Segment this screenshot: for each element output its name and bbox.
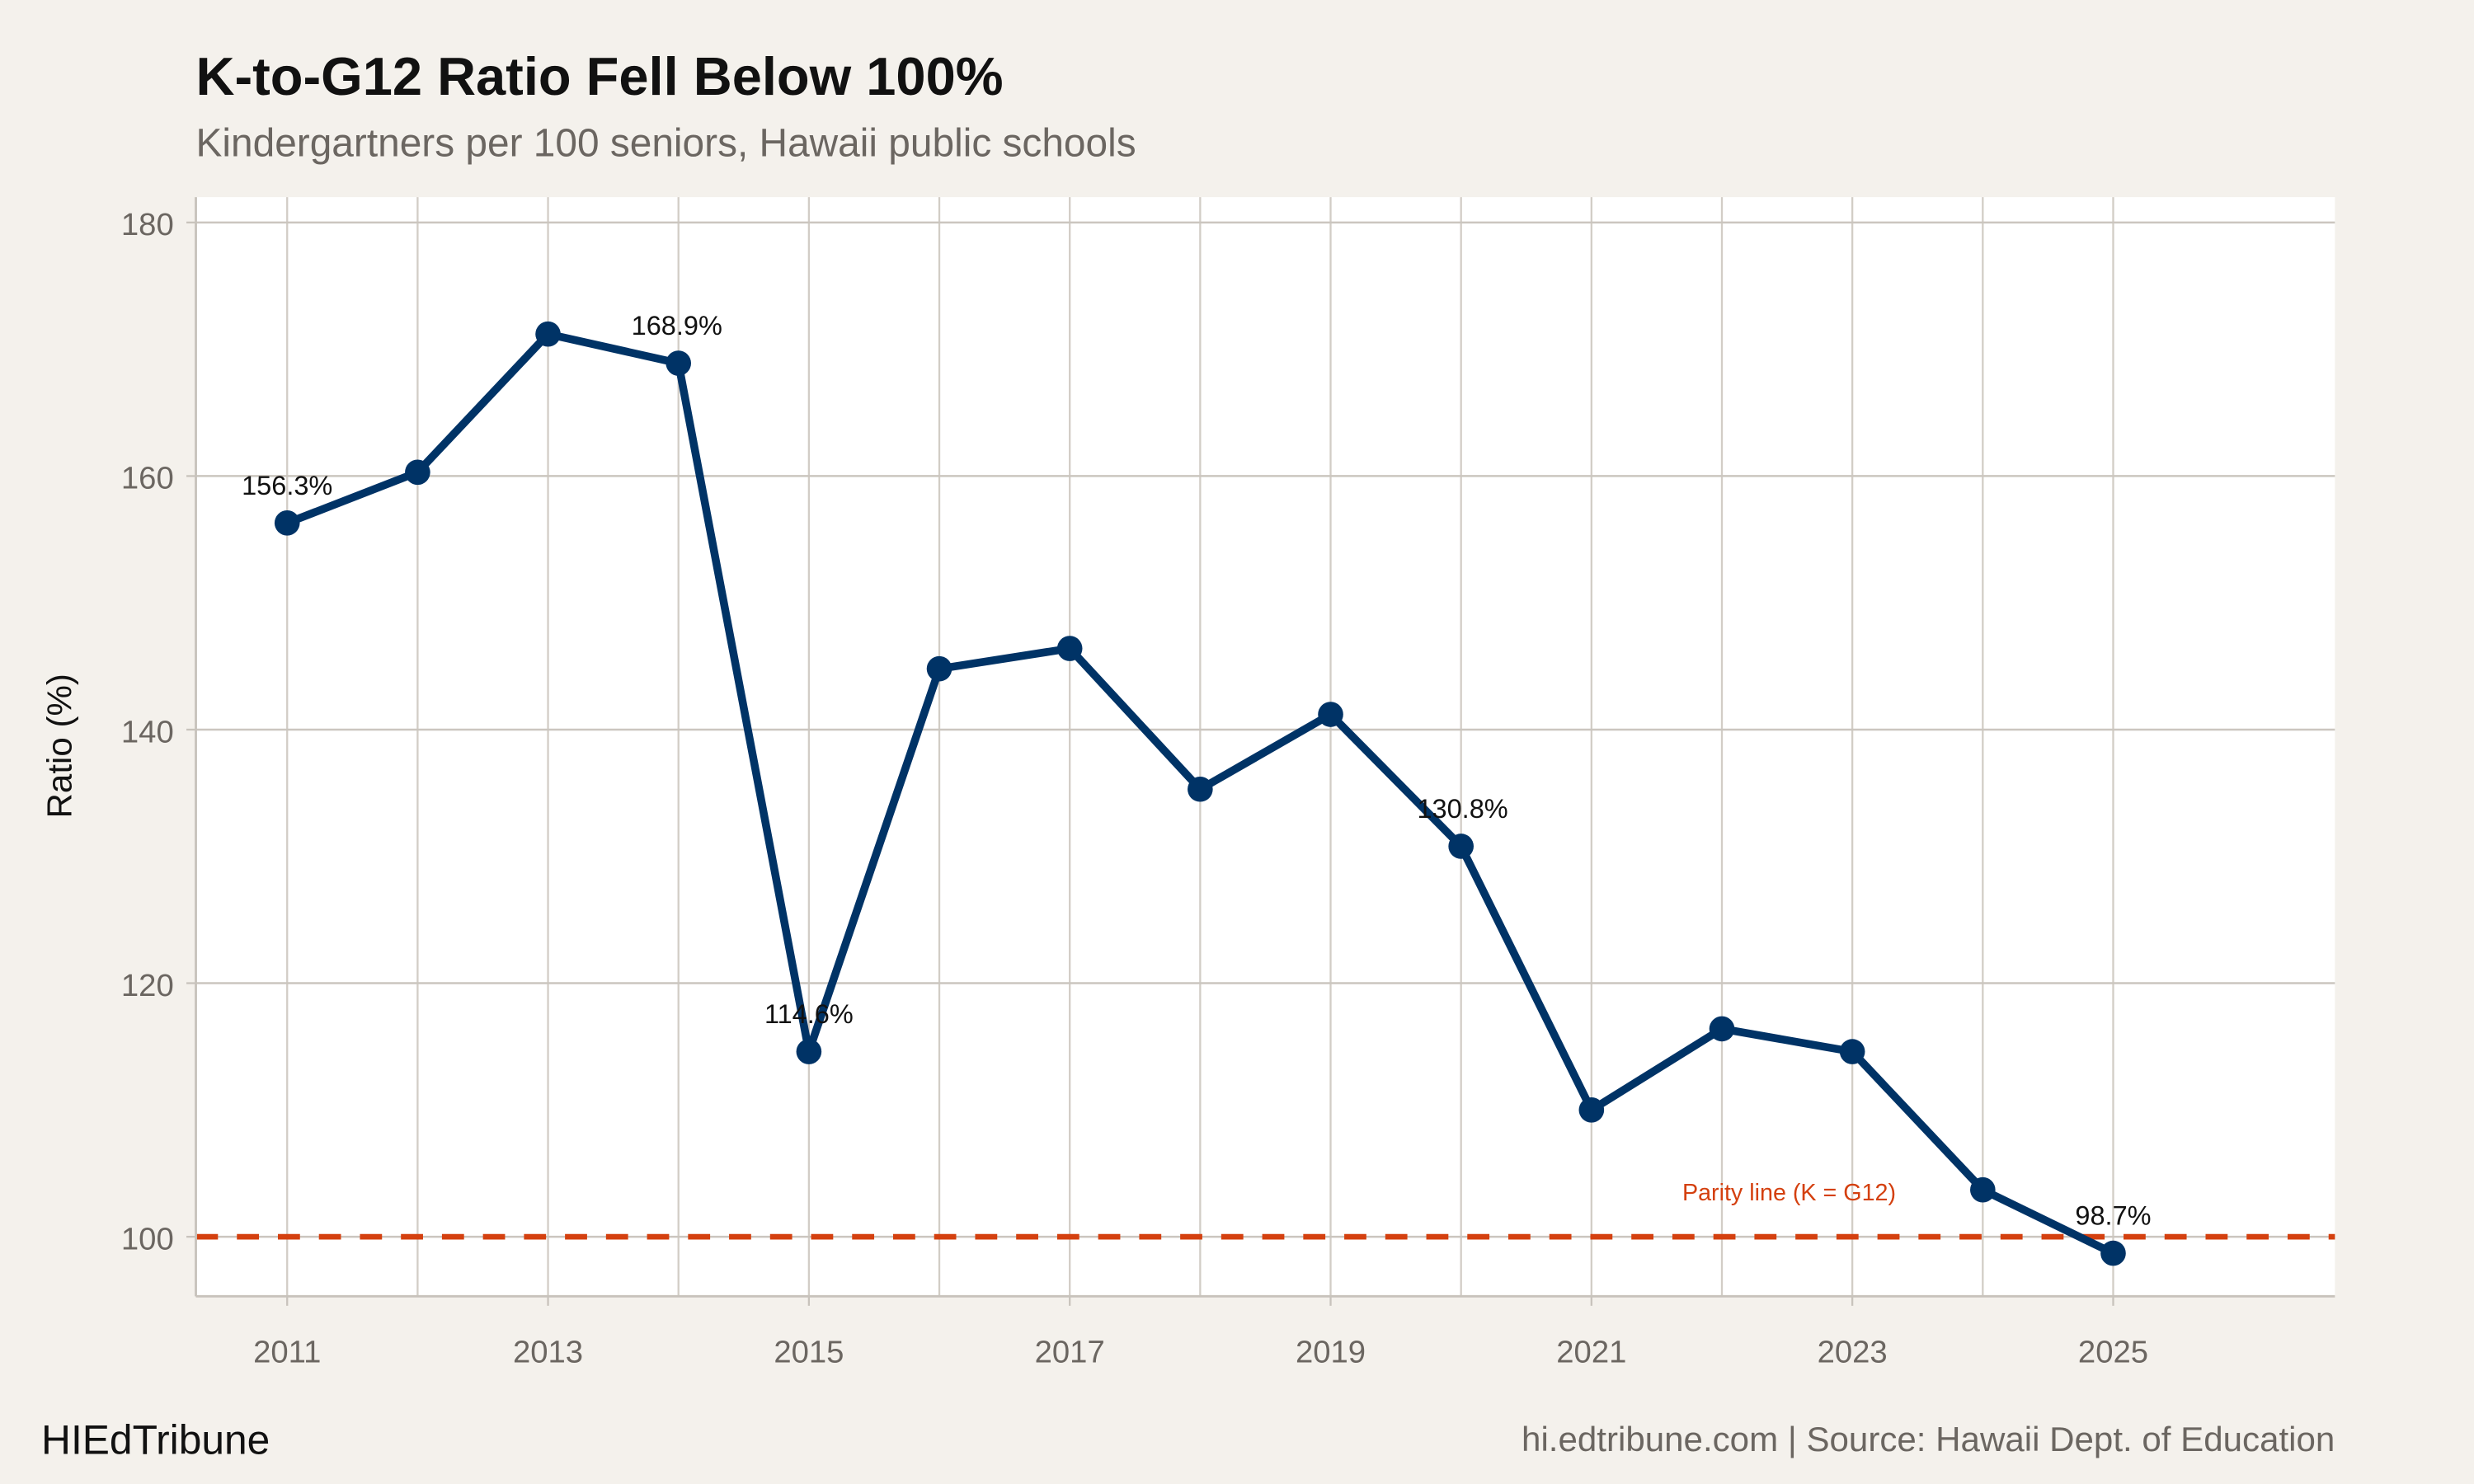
data-point — [274, 510, 300, 536]
chart-subtitle: Kindergartners per 100 seniors, Hawaii p… — [196, 121, 1136, 165]
data-point — [1056, 636, 1083, 661]
x-tick-label: 2015 — [774, 1335, 844, 1370]
data-point — [535, 321, 561, 347]
parity-line-label: Parity line (K = G12) — [1682, 1180, 1896, 1206]
x-tick-label: 2019 — [1296, 1335, 1366, 1370]
data-point — [405, 459, 430, 486]
x-tick-label: 2025 — [2078, 1335, 2148, 1370]
data-point — [1839, 1039, 1865, 1064]
x-tick-label: 2017 — [1035, 1335, 1105, 1370]
data-point — [666, 350, 692, 376]
data-label: 98.7% — [2075, 1201, 2151, 1231]
y-axis-label: Ratio (%) — [40, 674, 78, 818]
x-tick-label: 2023 — [1818, 1335, 1888, 1370]
source-caption: hi.edtribune.com | Source: Hawaii Dept. … — [1522, 1420, 2335, 1458]
data-label: 156.3% — [242, 471, 332, 500]
series — [274, 321, 2126, 1266]
reference-line-group: Parity line (K = G12) — [195, 1180, 2335, 1240]
brand-logo-text: HIEdTribune — [41, 1417, 270, 1463]
y-tick-label: 140 — [121, 714, 174, 749]
data-label: 168.9% — [632, 311, 722, 340]
data-labels: 156.3% 168.9% 114.6% 130.8% 98.7% — [242, 311, 2151, 1231]
y-tick-label: 100 — [121, 1221, 174, 1256]
data-point — [1318, 702, 1343, 727]
data-point — [926, 655, 952, 682]
data-point — [1970, 1176, 1996, 1203]
y-tick-label: 120 — [121, 968, 174, 1003]
data-point — [2100, 1240, 2126, 1266]
data-point — [1448, 834, 1474, 859]
data-point — [1578, 1097, 1605, 1123]
x-tick-label: 2011 — [253, 1335, 321, 1370]
chart-title: K-to-G12 Ratio Fell Below 100% — [196, 46, 1004, 106]
data-point — [796, 1039, 822, 1064]
plot-panel — [195, 197, 2335, 1297]
data-point — [1709, 1016, 1735, 1042]
y-tick-label: 160 — [121, 461, 174, 496]
data-label: 114.6% — [764, 999, 854, 1029]
data-label: 130.8% — [1417, 794, 1507, 824]
data-point — [1188, 776, 1213, 802]
x-tick-label: 2013 — [513, 1335, 583, 1370]
axes: 2011 2013 2015 2017 2019 2021 2023 2025 100 120 14… — [121, 197, 2335, 1370]
y-tick-label: 180 — [121, 207, 174, 242]
x-tick-label: 2021 — [1556, 1335, 1626, 1370]
